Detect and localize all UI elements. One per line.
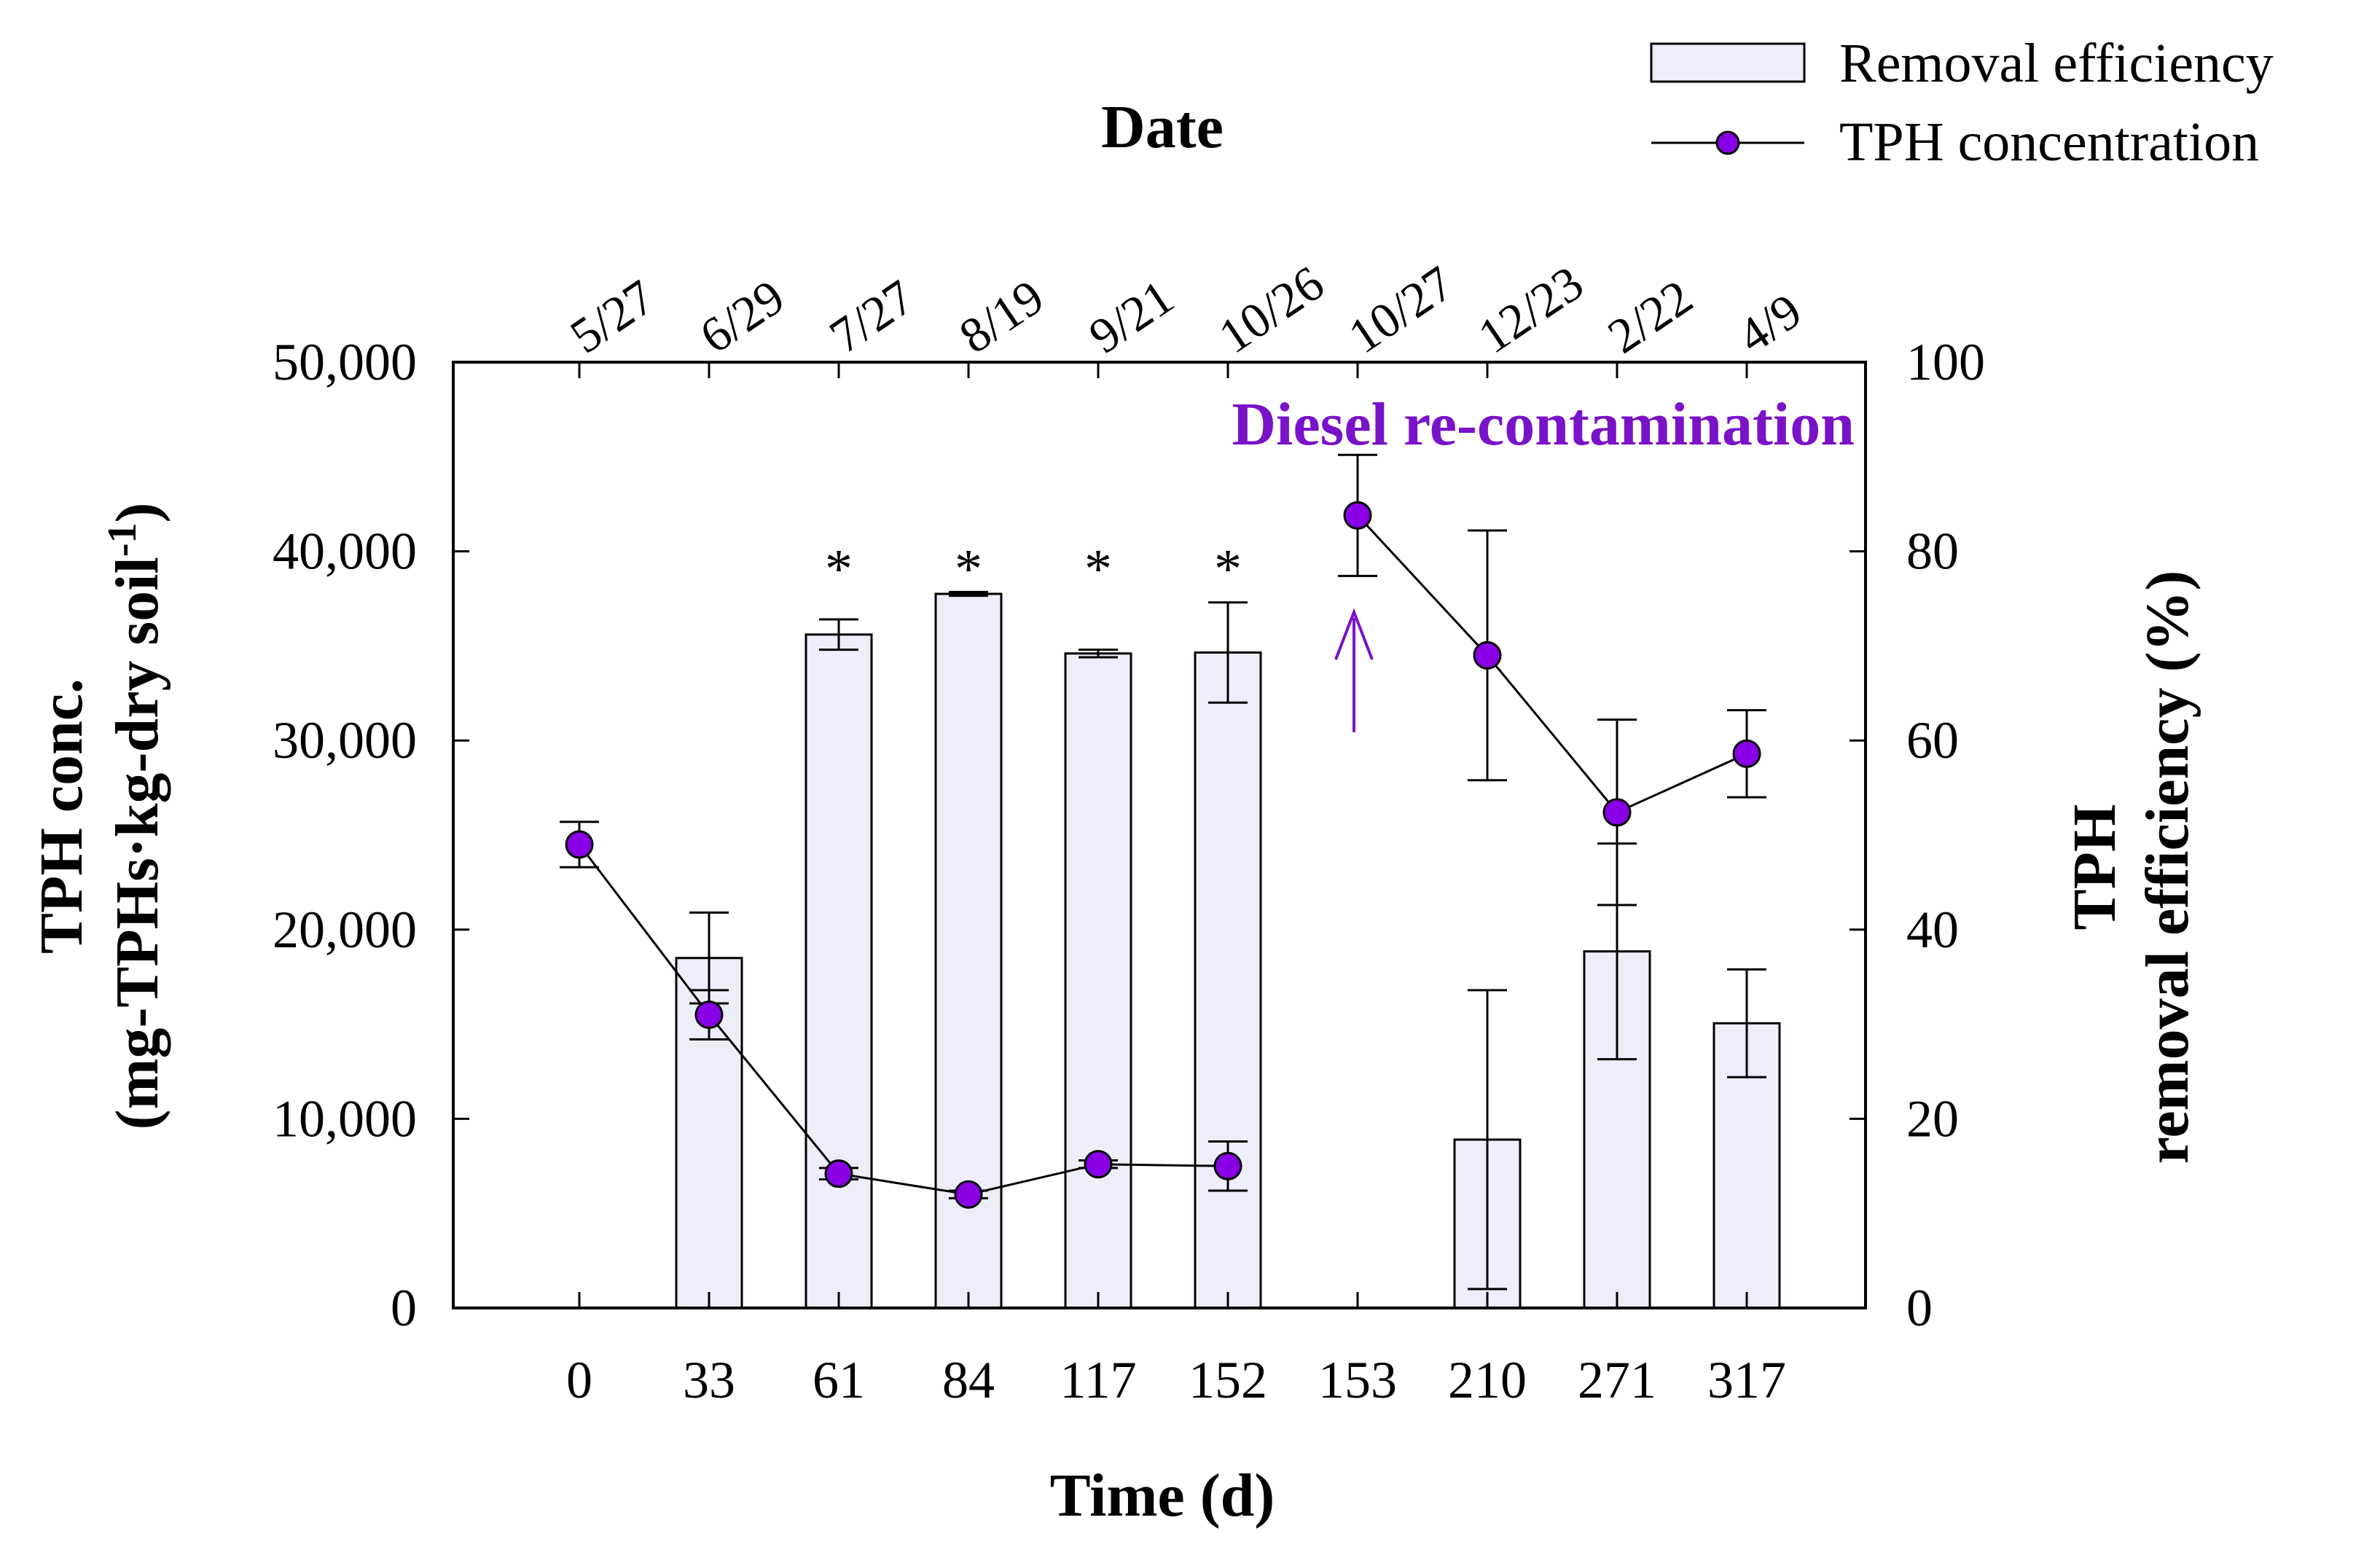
tph-line-before-recontamination (578, 844, 1229, 1196)
tph-point-152 (1213, 1151, 1242, 1180)
x-tick-label-210: 210 (1448, 1351, 1527, 1409)
tph-point-0 (565, 830, 594, 859)
x-tick-label-317: 317 (1707, 1351, 1786, 1409)
y-left-title-line1: TPH conc. (28, 678, 95, 954)
y-left-title-sup: -1 (100, 522, 145, 557)
date-label-10/27: 10/27 (1339, 255, 1463, 364)
y-left-tick-label: 50,000 (273, 333, 417, 391)
tph-point-61 (824, 1159, 853, 1188)
legend-label-tph: TPH concentration (1839, 111, 2259, 173)
date-label-10/26: 10/26 (1209, 255, 1334, 364)
y-left-tick-label: 30,000 (273, 711, 417, 769)
tph-line-after-recontamination (1356, 514, 1747, 814)
x-tick-label-117: 117 (1060, 1351, 1136, 1409)
x-tick-label-0: 0 (566, 1351, 592, 1409)
tph-point-84 (954, 1180, 983, 1209)
date-label-2/22: 2/22 (1598, 269, 1702, 364)
y-right-title-line1: TPH (2061, 804, 2129, 931)
y-left-title: TPH conc. (mg-TPHs·kg-dry soil-1) (28, 503, 171, 1130)
y-left-title-line2-main: (mg-TPHs·kg-dry soil (103, 557, 171, 1129)
x-tick-label-84: 84 (942, 1351, 995, 1409)
legend-marker-swatch (1715, 130, 1740, 155)
bar-117 (1064, 652, 1132, 1309)
x-tick-label-61: 61 (813, 1351, 865, 1409)
date-label-12/23: 12/23 (1468, 255, 1593, 364)
y-right-title: TPH removal efficiency (%) (2061, 571, 2201, 1164)
y-left-tick-label: 20,000 (273, 901, 417, 959)
x-tick-label-152: 152 (1189, 1351, 1267, 1409)
x-tick-label-153: 153 (1318, 1351, 1397, 1409)
bar-152 (1194, 651, 1262, 1309)
y-right-tick-label: 60 (1906, 711, 1959, 769)
significance-mark-117: * (1084, 538, 1112, 600)
y-right-tick-label: 80 (1906, 522, 1959, 581)
y-right-tick-label: 100 (1906, 333, 1985, 391)
tph-point-153 (1343, 501, 1372, 530)
significance-mark-61: * (825, 538, 853, 600)
date-label-7/27: 7/27 (820, 269, 924, 364)
tph-point-271 (1602, 798, 1632, 827)
x-tick-label-271: 271 (1578, 1351, 1656, 1409)
y-right-tick-label: 40 (1906, 901, 1959, 959)
chart-title: Date (1101, 93, 1224, 161)
bar-61 (805, 633, 873, 1309)
tph-point-317 (1732, 739, 1761, 768)
date-label-5/27: 5/27 (560, 269, 665, 364)
y-right-title-line2: removal efficiency (%) (2134, 571, 2201, 1164)
plot-frame (452, 361, 1867, 1309)
legend: Removal efficiency TPH concentration (1650, 33, 2274, 173)
y-right-tick-label: 0 (1906, 1279, 1933, 1337)
legend-bar-swatch (1650, 42, 1806, 83)
tph-point-210 (1473, 641, 1502, 670)
date-label-9/21: 9/21 (1079, 269, 1183, 364)
y-left-title-end: ) (103, 503, 171, 523)
significance-mark-152: * (1214, 538, 1242, 600)
y-left-title-line2: (mg-TPHs·kg-dry soil-1) (100, 503, 171, 1130)
significance-mark-84: * (955, 538, 982, 600)
plot-area: * * * * 0 10,000 20,000 30,000 40,000 50,000 0 20 40… (273, 255, 1985, 1409)
y-left-tick-label: 40,000 (273, 522, 417, 581)
x-tick-label-33: 33 (683, 1351, 735, 1409)
tph-point-117 (1084, 1150, 1113, 1179)
x-axis-title: Time (d) (1050, 1462, 1275, 1529)
date-label-8/19: 8/19 (950, 269, 1054, 364)
y-right-tick-label: 20 (1906, 1089, 1959, 1148)
annotation-arrow-head (1334, 608, 1374, 660)
date-label-6/29: 6/29 (690, 269, 794, 364)
annotation-text: Diesel re-contamination (1232, 391, 1855, 458)
date-label-4/9: 4/9 (1728, 283, 1812, 364)
y-left-tick-label: 0 (391, 1279, 417, 1337)
y-left-tick-label: 10,000 (273, 1089, 417, 1148)
tph-point-33 (694, 1000, 724, 1030)
legend-label-removal: Removal efficiency (1839, 33, 2274, 94)
